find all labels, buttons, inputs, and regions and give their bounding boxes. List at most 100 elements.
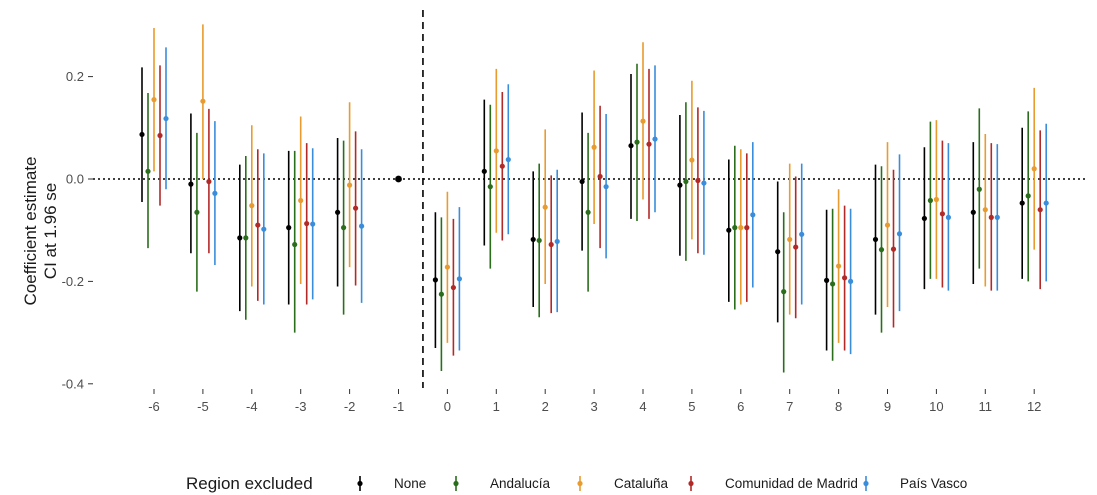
plot-marks bbox=[139, 24, 1049, 373]
point-estimate bbox=[872, 236, 879, 243]
point-estimate bbox=[1043, 200, 1049, 206]
point-estimate bbox=[597, 173, 603, 180]
point-estimate bbox=[335, 209, 341, 215]
x-tick-label: 11 bbox=[979, 399, 993, 414]
point-estimate bbox=[341, 225, 347, 231]
point-estimate bbox=[548, 241, 554, 248]
point-estimate bbox=[701, 180, 707, 186]
point-estimate bbox=[298, 197, 304, 204]
x-tick-label: 6 bbox=[737, 399, 744, 414]
x-tick-label: -1 bbox=[393, 399, 405, 414]
x-tick-label: -4 bbox=[246, 399, 258, 414]
y-tick-label: -0.2 bbox=[62, 274, 84, 289]
point-estimate bbox=[212, 190, 218, 196]
point-estimate bbox=[646, 141, 652, 147]
x-tick-label: 10 bbox=[929, 399, 943, 414]
point-estimate bbox=[830, 281, 836, 287]
point-estimate bbox=[444, 264, 450, 270]
x-tick-label: -6 bbox=[148, 399, 160, 414]
point-estimate bbox=[836, 263, 842, 269]
point-estimate bbox=[603, 184, 609, 190]
point-estimate bbox=[255, 222, 261, 228]
point-estimate bbox=[438, 291, 444, 297]
point-estimate bbox=[988, 214, 994, 220]
point-estimate bbox=[683, 178, 689, 185]
point-estimate bbox=[542, 204, 548, 210]
point-estimate bbox=[1025, 193, 1031, 199]
point-estimate bbox=[744, 225, 750, 231]
point-estimate bbox=[994, 214, 1000, 220]
point-estimate bbox=[249, 203, 255, 209]
point-estimate bbox=[530, 236, 536, 243]
point-estimate bbox=[787, 236, 793, 243]
point-estimate bbox=[848, 278, 854, 284]
reference-period-point bbox=[395, 175, 402, 183]
series-comunidad-de-madrid bbox=[157, 65, 1043, 356]
x-tick-label: 12 bbox=[1027, 399, 1041, 414]
point-estimate bbox=[652, 136, 658, 142]
legend-item: País Vasco bbox=[863, 476, 967, 491]
point-estimate bbox=[261, 226, 267, 232]
point-estimate bbox=[939, 211, 946, 217]
point-estimate bbox=[896, 231, 903, 237]
point-estimate bbox=[286, 225, 292, 231]
legend-key-point bbox=[577, 480, 583, 487]
x-tick-label: 8 bbox=[835, 399, 842, 414]
point-estimate bbox=[1037, 207, 1043, 213]
point-estimate bbox=[775, 249, 781, 255]
point-estimate bbox=[237, 235, 243, 241]
point-estimate bbox=[695, 177, 701, 184]
point-estimate bbox=[842, 275, 848, 281]
point-estimate bbox=[933, 196, 940, 203]
point-estimate bbox=[139, 131, 145, 138]
point-estimate bbox=[243, 235, 249, 241]
point-estimate bbox=[347, 182, 353, 188]
x-tick-label: 0 bbox=[444, 399, 451, 414]
point-estimate bbox=[304, 220, 310, 227]
x-tick-label: 4 bbox=[639, 399, 646, 414]
x-tick-label: 9 bbox=[884, 399, 891, 414]
x-axis: -6 -5 -4 -3 -2 -1 0 1 2 3 4 5 6 7 8 9 10 11 12 bbox=[148, 389, 1041, 414]
legend: Region excluded None Andalucía Cataluña Com… bbox=[186, 474, 967, 493]
y-tick-label: 0.2 bbox=[66, 69, 84, 84]
point-estimate bbox=[456, 276, 462, 282]
legend-item: None bbox=[357, 476, 426, 491]
point-estimate bbox=[781, 289, 787, 295]
legend-item: Cataluña bbox=[577, 476, 669, 491]
legend-item: Andalucía bbox=[453, 476, 551, 491]
series-none bbox=[139, 67, 1025, 351]
x-tick-label: 5 bbox=[688, 399, 695, 414]
point-estimate bbox=[487, 184, 493, 190]
legend-key-point bbox=[453, 480, 459, 487]
point-estimate bbox=[884, 222, 891, 228]
legend-key-point bbox=[357, 480, 363, 487]
legend-key-point bbox=[688, 480, 694, 487]
y-tick-label: 0.0 bbox=[66, 172, 84, 187]
point-estimate bbox=[310, 221, 316, 227]
point-estimate bbox=[878, 247, 885, 253]
point-estimate bbox=[921, 215, 928, 222]
point-estimate bbox=[793, 244, 799, 250]
legend-title: Region excluded bbox=[186, 474, 313, 493]
point-estimate bbox=[505, 156, 511, 163]
point-estimate bbox=[554, 238, 560, 245]
point-estimate bbox=[493, 148, 499, 154]
series-andaluc-a bbox=[145, 63, 1031, 373]
legend-label: Comunidad de Madrid bbox=[725, 476, 858, 491]
point-estimate bbox=[927, 197, 934, 204]
legend-label: País Vasco bbox=[900, 476, 967, 491]
point-estimate bbox=[585, 209, 591, 215]
legend-item: Comunidad de Madrid bbox=[688, 476, 858, 491]
point-estimate bbox=[976, 186, 982, 192]
point-estimate bbox=[163, 115, 169, 122]
point-estimate bbox=[689, 157, 695, 163]
point-estimate bbox=[799, 231, 805, 237]
point-estimate bbox=[726, 227, 732, 233]
series-catalu-a bbox=[151, 24, 1037, 343]
point-estimate bbox=[206, 178, 212, 185]
legend-key-point bbox=[863, 480, 869, 487]
y-tick-label: -0.4 bbox=[62, 376, 84, 391]
x-tick-label: 7 bbox=[786, 399, 793, 414]
point-estimate bbox=[359, 223, 365, 229]
point-estimate bbox=[194, 209, 200, 215]
